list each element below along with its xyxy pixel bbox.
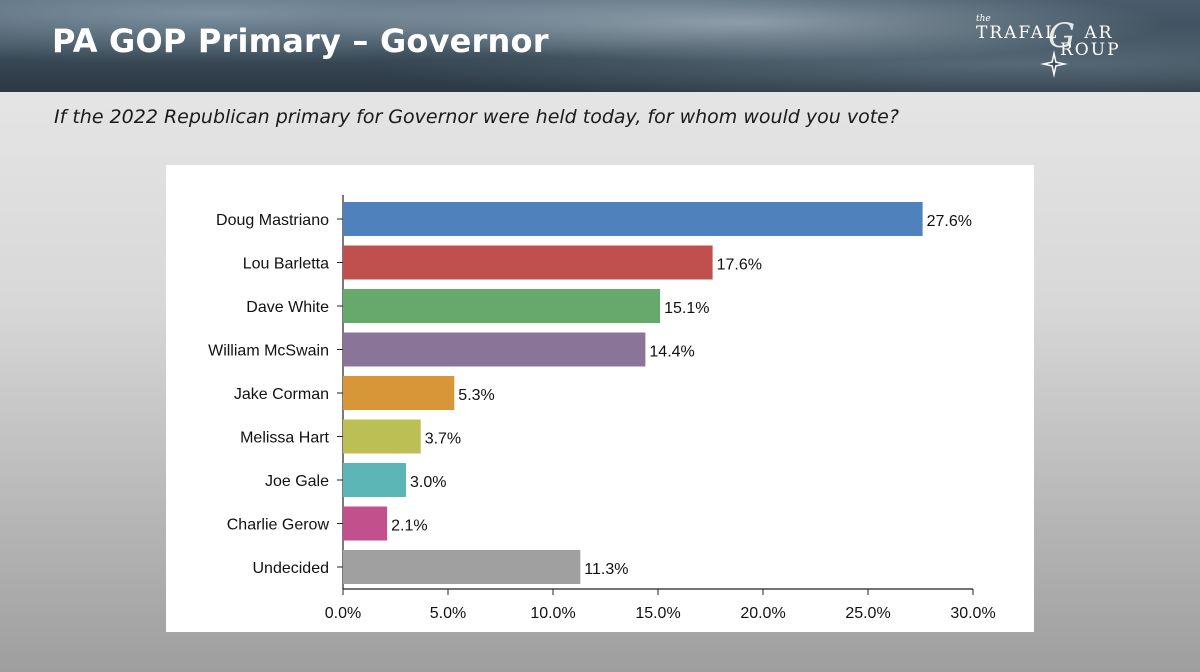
category-label: William McSwain — [208, 343, 329, 360]
category-label: Undecided — [253, 560, 330, 577]
logo-word-bottom: ROUP — [1060, 40, 1121, 60]
value-label: 2.1% — [391, 518, 427, 535]
category-label: Doug Mastriano — [216, 212, 329, 229]
x-tick-label: 20.0% — [740, 605, 785, 622]
bar — [343, 289, 661, 323]
bar — [343, 202, 923, 236]
slide-title: PA GOP Primary – Governor — [52, 22, 549, 60]
value-label: 5.3% — [458, 387, 494, 404]
bar — [343, 419, 421, 454]
trafalgar-group-logo: the TRAFAL AR G ROUP — [960, 10, 1160, 80]
value-label: 17.6% — [717, 257, 762, 274]
category-label: Dave White — [246, 299, 329, 316]
bar-chart: Doug Mastriano 27.6% Lou Barletta 17.6% Dave… — [208, 195, 996, 622]
category-label: Joe Gale — [265, 473, 329, 490]
category-label: Lou Barletta — [243, 256, 329, 273]
x-tick-label: 0.0% — [325, 605, 361, 622]
value-label: 11.3% — [584, 561, 628, 578]
chart-panel: Doug Mastriano 27.6% Lou Barletta 17.6% Dave… — [166, 165, 1034, 632]
compass-star-icon — [1040, 50, 1068, 78]
x-tick-label: 5.0% — [430, 605, 466, 622]
bar — [343, 332, 646, 367]
bar — [343, 550, 581, 584]
logo-letter-g: G — [1048, 16, 1076, 56]
x-tick-label: 30.0% — [950, 605, 995, 622]
x-tick-label: 25.0% — [845, 605, 890, 622]
category-label: Jake Corman — [234, 386, 329, 403]
value-label: 14.4% — [649, 344, 694, 361]
bar — [343, 376, 455, 410]
value-label: 27.6% — [927, 213, 972, 230]
logo-word-top: TRAFAL AR — [976, 23, 1114, 43]
bar — [343, 506, 388, 541]
x-tick-label: 15.0% — [635, 605, 680, 622]
value-label: 15.1% — [664, 300, 709, 317]
bar — [343, 245, 713, 280]
category-label: Charlie Gerow — [227, 517, 330, 534]
value-label: 3.0% — [410, 474, 446, 491]
slide-header: PA GOP Primary – Governor the TRAFAL AR G… — [0, 0, 1200, 92]
logo-small-word: the — [976, 14, 991, 24]
value-label: 3.7% — [425, 431, 461, 448]
category-label: Melissa Hart — [240, 430, 329, 447]
bar — [343, 463, 406, 497]
x-tick-label: 10.0% — [530, 605, 575, 622]
survey-question: If the 2022 Republican primary for Gover… — [54, 106, 899, 128]
